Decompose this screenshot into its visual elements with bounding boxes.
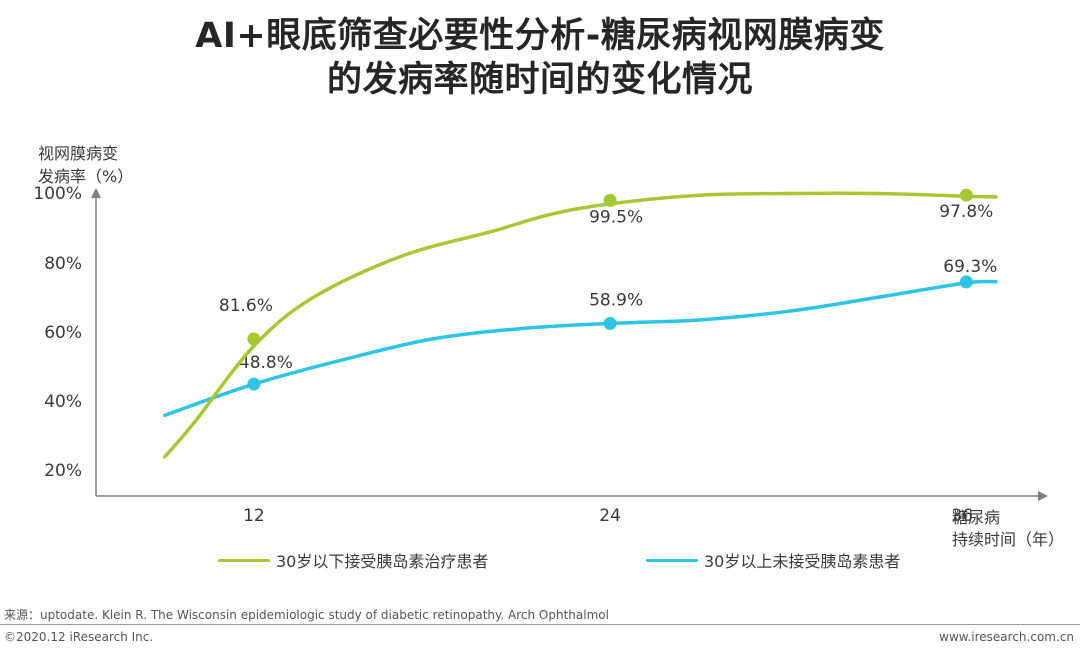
footer-divider [0, 624, 1080, 625]
title-line-2: 的发病率随时间的变化情况 [326, 60, 753, 100]
x-axis-title-line-2: 持续时间（年） [952, 530, 1064, 549]
legend-swatch-series-1 [218, 558, 270, 562]
series-2-data-label: 48.8% [239, 353, 293, 373]
series-line-2 [163, 279, 998, 418]
y-axis-title-line-2: 发病率（%） [38, 167, 133, 186]
y-axis-title-line-1: 视网膜病变 [38, 144, 118, 163]
legend-item-series-2: 30岁以上未接受胰岛素患者 [646, 548, 900, 572]
x-axis-arrow [1038, 491, 1048, 501]
series-line-1 [163, 191, 998, 459]
series-1-marker [247, 332, 261, 346]
legend-label-series-1: 30岁以下接受胰岛素治疗患者 [276, 552, 489, 571]
series-1-data-label: 81.6% [219, 296, 273, 316]
legend-item-series-1: 30岁以下接受胰岛素治疗患者 [218, 548, 488, 572]
source-note: 来源：uptodate. Klein R. The Wisconsin epid… [4, 608, 609, 622]
y-axis-arrow [91, 188, 101, 198]
series-2-marker [959, 275, 973, 289]
x-tick-label: 12 [243, 506, 265, 526]
series-1-marker [603, 193, 617, 207]
x-tick-label: 24 [599, 506, 621, 526]
series-1-data-label: 97.8% [939, 202, 993, 222]
legend-label-series-2: 30岁以上未接受胰岛素患者 [704, 552, 901, 571]
title-line-1: AI+眼底筛查必要性分析-糖尿病视网膜病变 [195, 16, 885, 56]
y-tick-label: 40% [44, 392, 82, 412]
copyright: ©2020.12 iResearch Inc. [4, 630, 154, 644]
series-2-marker [247, 377, 261, 391]
series-1-marker [959, 188, 973, 202]
series-2-data-label: 69.3% [943, 257, 997, 277]
x-axis-title-line-1: 糖尿病 [952, 508, 1000, 527]
series-1-data-label: 99.5% [589, 207, 643, 227]
y-tick-label: 60% [44, 323, 82, 343]
legend-swatch-series-2 [646, 558, 698, 562]
chart-title: AI+眼底筛查必要性分析-糖尿病视网膜病变 的发病率随时间的变化情况 [0, 14, 1080, 102]
y-tick-label: 80% [44, 254, 82, 274]
x-tick-label: 36 [951, 506, 973, 526]
series-2-data-label: 58.9% [589, 290, 643, 310]
y-tick-label: 20% [44, 461, 82, 481]
website: www.iresearch.com.cn [939, 630, 1074, 644]
series-2-marker [603, 316, 617, 330]
y-tick-label: 100% [33, 184, 82, 204]
